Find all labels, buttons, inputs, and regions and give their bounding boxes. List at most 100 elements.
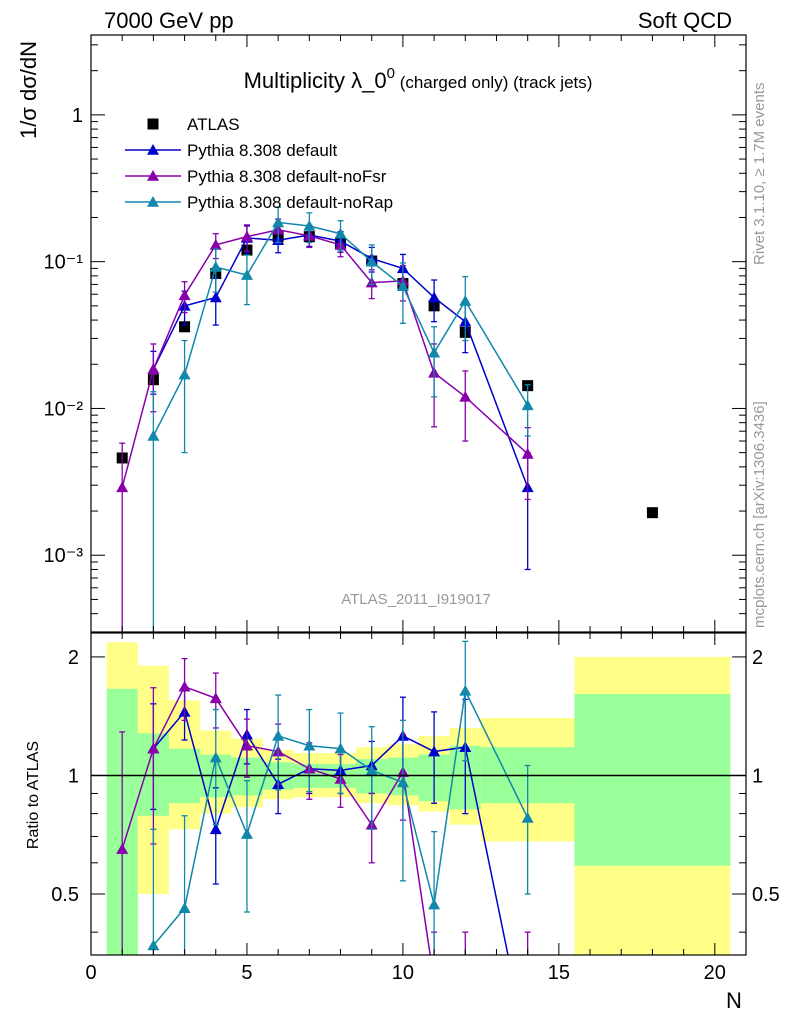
data-point-triangle bbox=[209, 238, 222, 250]
main-panel: 1 10⁻¹ 10⁻² 10⁻³ 1/σ dσ/dN Multiplicity λ_0… bbox=[16, 34, 747, 633]
series-line bbox=[121, 228, 529, 488]
ratio-point-triangle bbox=[240, 828, 253, 839]
x-axis-label: N bbox=[726, 988, 742, 1013]
x-tick-labels: 0 5 10 15 20 bbox=[85, 962, 725, 984]
data-point-triangle bbox=[459, 294, 472, 306]
data-point-triangle bbox=[178, 368, 191, 380]
legend: ATLAS Pythia 8.308 default Pythia 8.308 de… bbox=[125, 115, 393, 212]
data-point-triangle bbox=[240, 269, 253, 280]
header-left: 7000 GeV pp bbox=[104, 8, 234, 33]
ratio-point-triangle bbox=[147, 742, 160, 754]
ratio-point-triangle bbox=[522, 975, 534, 986]
legend-entry-label: Pythia 8.308 default-noRap bbox=[187, 193, 393, 212]
ratio-point-triangle bbox=[209, 823, 222, 835]
legend-marker-triangle bbox=[147, 144, 159, 155]
data-point-triangle bbox=[209, 291, 222, 303]
ratio-point-triangle bbox=[459, 684, 472, 696]
ratio-point-triangle bbox=[396, 776, 409, 788]
stat-band bbox=[574, 694, 731, 866]
ratio-point-triangle bbox=[428, 975, 440, 986]
header-right: Soft QCD bbox=[638, 8, 732, 33]
data-point-triangle bbox=[459, 390, 472, 402]
ratio-point-triangle bbox=[116, 843, 129, 854]
main-y-tick-label: 10⁻³ bbox=[44, 545, 84, 567]
data-point-triangle bbox=[272, 216, 285, 228]
ratio-point-triangle bbox=[428, 745, 441, 757]
ratio-frame bbox=[90, 632, 747, 956]
legend-marker-triangle bbox=[147, 170, 159, 181]
data-point-triangle bbox=[334, 227, 347, 239]
ratio-point-triangle bbox=[459, 975, 471, 986]
data-point-triangle bbox=[303, 219, 316, 231]
legend-entry-label: ATLAS bbox=[187, 115, 240, 134]
ratio-point-triangle bbox=[428, 898, 441, 910]
ratio-y-tick-label-right: 1 bbox=[752, 765, 763, 787]
x-tick-label: 20 bbox=[704, 962, 726, 984]
x-tick-label: 0 bbox=[85, 962, 96, 984]
data-point-triangle bbox=[147, 429, 160, 441]
ratio-axis-ticks bbox=[90, 633, 747, 955]
ratio-point-triangle bbox=[209, 751, 222, 763]
ratio-series-line bbox=[152, 710, 509, 955]
side-text-mcplots: mcplots.cern.ch [arXiv:1306.3436] bbox=[751, 401, 768, 628]
chart-title-main: Multiplicity λ_0 bbox=[244, 68, 387, 93]
x-tick-label: 5 bbox=[241, 962, 252, 984]
data-point-triangle bbox=[428, 346, 441, 358]
data-point-triangle bbox=[240, 230, 253, 242]
data-point-triangle bbox=[147, 363, 160, 375]
main-y-tick-label: 1 bbox=[72, 105, 83, 127]
ratio-bands bbox=[106, 642, 731, 955]
ratio-point-triangle bbox=[365, 764, 378, 776]
chart-title-suffix: (charged only) (track jets) bbox=[395, 73, 592, 92]
main-y-axis-label: 1/σ dσ/dN bbox=[16, 41, 41, 139]
series-line bbox=[152, 234, 529, 488]
ratio-y-tick-label-left: 0.5 bbox=[51, 884, 79, 906]
ratio-series-line bbox=[152, 688, 529, 946]
data-point-triangle bbox=[209, 260, 222, 272]
main-axis-ticks bbox=[90, 35, 747, 633]
ratio-point-triangle bbox=[147, 939, 160, 951]
main-y-tick-labels: 1 10⁻¹ 10⁻² 10⁻³ bbox=[44, 105, 84, 567]
main-frame bbox=[90, 34, 747, 633]
main-y-tick-label: 10⁻¹ bbox=[44, 252, 84, 274]
legend-marker-square bbox=[147, 118, 159, 130]
ratio-point-triangle bbox=[209, 692, 222, 704]
data-point-triangle bbox=[521, 399, 534, 411]
data-point-square bbox=[646, 507, 658, 519]
ratio-y-tick-labels: 0.5 0.5 1 1 2 2 bbox=[51, 647, 780, 906]
ratio-panel: 0.5 0.5 1 1 2 2 0 5 10 15 20 Ratio to ATLAS N bbox=[25, 632, 780, 1013]
chart-title-superscript: 0 bbox=[387, 65, 395, 82]
ratio-point-triangle bbox=[178, 902, 191, 914]
main-y-tick-label: 10⁻² bbox=[44, 398, 84, 420]
ratio-point-triangle bbox=[272, 729, 285, 741]
ratio-point-triangle bbox=[521, 811, 534, 823]
ratio-point-triangle bbox=[240, 739, 253, 751]
ratio-y-tick-label-left: 2 bbox=[68, 647, 79, 669]
legend-entry-label: Pythia 8.308 default bbox=[187, 141, 338, 160]
ratio-marks bbox=[116, 640, 534, 986]
ratio-point-triangle bbox=[178, 680, 191, 692]
ratio-point-triangle bbox=[334, 742, 347, 754]
side-text-rivet: Rivet 3.1.10, ≥ 1.7M events bbox=[751, 83, 768, 266]
ratio-y-tick-label-right: 2 bbox=[752, 647, 763, 669]
data-point-triangle bbox=[428, 291, 441, 303]
x-tick-label: 15 bbox=[548, 962, 570, 984]
data-point-triangle bbox=[396, 280, 409, 292]
ratio-point-triangle bbox=[303, 739, 316, 751]
chart-title: Multiplicity λ_00 (charged only) (track … bbox=[244, 65, 593, 93]
ratio-y-tick-label-left: 1 bbox=[68, 765, 79, 787]
data-point-triangle bbox=[178, 289, 191, 301]
analysis-watermark: ATLAS_2011_I919017 bbox=[341, 591, 491, 608]
series-line bbox=[152, 221, 529, 437]
data-point-triangle bbox=[365, 255, 378, 267]
main-marks bbox=[116, 206, 658, 632]
legend-marker-triangle bbox=[147, 196, 159, 207]
x-tick-label: 10 bbox=[392, 962, 414, 984]
ratio-y-axis-label: Ratio to ATLAS bbox=[25, 741, 42, 849]
ratio-y-tick-label-right: 0.5 bbox=[752, 884, 780, 906]
data-point-triangle bbox=[521, 447, 534, 459]
data-point-triangle bbox=[116, 481, 129, 493]
legend-entry-label: Pythia 8.308 default-noFsr bbox=[187, 167, 387, 186]
data-point-square bbox=[179, 321, 191, 333]
